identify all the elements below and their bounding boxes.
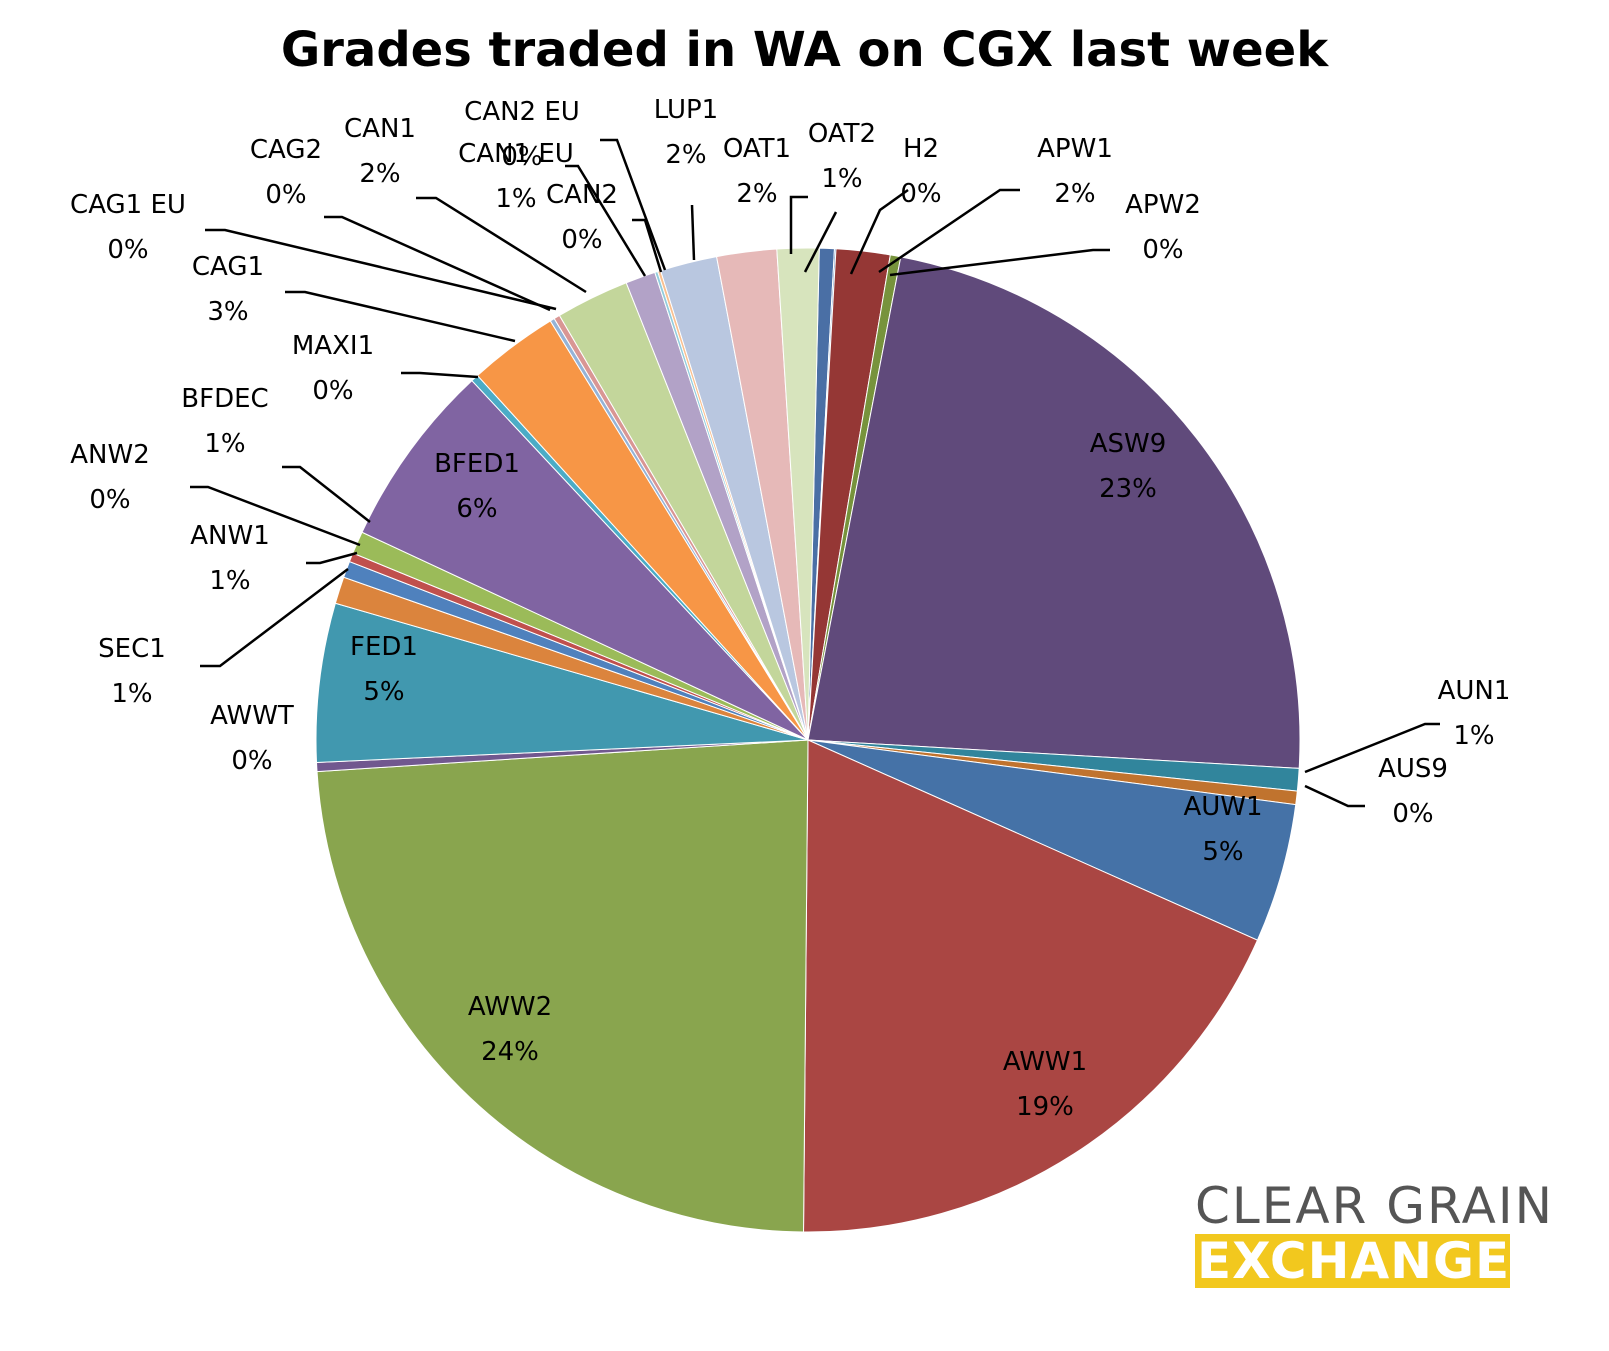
slice-label-percent: 0%: [312, 376, 353, 406]
slice-label-percent: 0%: [1142, 235, 1183, 265]
slice-label-percent: 1%: [204, 429, 245, 459]
leader-line-oat1: [789, 195, 808, 254]
slice-label-name: ASW9: [1090, 429, 1167, 459]
leader-line-oat2: [803, 211, 838, 273]
pie-slice-aww2: [316, 739, 809, 1233]
leader-line-cag1-eu: [205, 228, 557, 311]
pie-slice-oat2_light: [776, 247, 820, 741]
slice-label-percent: 24%: [481, 1037, 539, 1067]
slice-label-name: SEC1: [98, 634, 166, 664]
slice-label-percent: 3%: [207, 297, 248, 327]
leader-line-can1-eu: [565, 164, 647, 277]
slice-label-name: APW1: [1037, 134, 1113, 164]
label-leader-lines: [190, 138, 1440, 808]
slice-label-percent: 0%: [107, 235, 148, 265]
leader-line-anw2: [190, 485, 361, 547]
slice-label-name: OAT2: [808, 119, 876, 149]
slice-label-name: CAN1: [344, 114, 416, 144]
leader-line-h2: [849, 188, 909, 275]
slice-label-percent: 0%: [89, 485, 130, 515]
slice-label-name: ANW2: [70, 440, 150, 470]
slice-label-percent: 0%: [265, 180, 306, 210]
chart-title: Grades traded in WA on CGX last week: [280, 22, 1329, 78]
slice-label-percent: 1%: [821, 164, 862, 194]
slice-label-percent: 2%: [1054, 179, 1095, 209]
pie-slice-asw9: [807, 256, 1301, 769]
slice-label-percent: 1%: [111, 679, 152, 709]
slice-label-name: APW2: [1125, 190, 1201, 220]
slice-label-name: AUN1: [1438, 676, 1511, 706]
slice-label-name: CAG2: [250, 135, 322, 165]
slice-label-name: AUW1: [1183, 792, 1262, 822]
leader-line-apw2: [889, 248, 1110, 277]
slice-label-percent: 0%: [231, 746, 272, 776]
slice-label-percent: 23%: [1099, 474, 1157, 504]
slice-label-name: CAN2: [546, 180, 618, 210]
leader-line-can2-eu: [600, 138, 667, 271]
pie-slices: [315, 247, 1301, 1233]
slice-label-name: AWWT: [210, 701, 294, 731]
leader-line-anw1: [306, 551, 358, 565]
slice-label-name: CAN2 EU: [464, 97, 580, 127]
slice-label-percent: 0%: [900, 179, 941, 209]
leader-line-sec1: [200, 568, 349, 668]
slice-label-name: CAG1 EU: [70, 190, 186, 220]
leader-line-can1: [416, 196, 587, 294]
leader-line-aus9: [1304, 784, 1365, 808]
slice-label-percent: 2%: [665, 140, 706, 170]
slice-label-percent: 0%: [1392, 799, 1433, 829]
slice-label-name: MAXI1: [292, 331, 374, 361]
leader-line-lup1: [690, 204, 696, 261]
slice-label-percent: 2%: [736, 179, 777, 209]
slice-label-name: LUP1: [654, 95, 718, 125]
slice-label-name: AWW1: [1003, 1047, 1087, 1077]
slice-label-name: FED1: [350, 632, 418, 662]
slice-label-name: OAT1: [723, 134, 791, 164]
slice-label-percent: 2%: [359, 159, 400, 189]
leader-line-cag1: [285, 290, 516, 343]
slice-label-name: H2: [903, 134, 939, 164]
slice-label-percent: 5%: [1202, 837, 1243, 867]
slice-label-percent: 6%: [456, 494, 497, 524]
slice-label-percent: 0%: [501, 142, 542, 172]
pie-slice-bfed1: [361, 379, 809, 741]
slice-label-percent: 1%: [1453, 721, 1494, 751]
logo-line2: EXCHANGE: [1195, 1232, 1511, 1290]
leader-line-cag2: [324, 215, 551, 312]
slice-label-percent: 1%: [495, 184, 536, 214]
slice-label-name: BFDEC: [181, 384, 268, 414]
pie-slice-fed1: [315, 602, 809, 763]
leader-line-apw1: [878, 188, 1020, 274]
slice-label-name: ANW1: [190, 521, 270, 551]
leader-line-can2: [632, 218, 663, 273]
slice-label-percent: 1%: [209, 566, 250, 596]
clear-grain-exchange-logo: CLEAR GRAIN EXCHANGE: [1195, 1180, 1575, 1288]
leader-line-aun1: [1304, 722, 1440, 774]
slice-label-name: AWW2: [468, 992, 552, 1022]
slice-label-percent: 5%: [363, 677, 404, 707]
leader-line-maxi1: [401, 371, 479, 379]
logo-line1: CLEAR GRAIN: [1195, 1177, 1555, 1235]
slice-label-name: AUS9: [1378, 754, 1448, 784]
slice-label-name: BFED1: [434, 449, 520, 479]
pie-slice-aww1: [803, 739, 1259, 1233]
slice-label-name: CAG1: [192, 252, 264, 282]
slice-label-percent: 0%: [561, 225, 602, 255]
slice-label-name: CAN1 EU: [458, 139, 574, 169]
slice-label-percent: 19%: [1016, 1092, 1074, 1122]
leader-line-bfdec: [282, 465, 371, 523]
